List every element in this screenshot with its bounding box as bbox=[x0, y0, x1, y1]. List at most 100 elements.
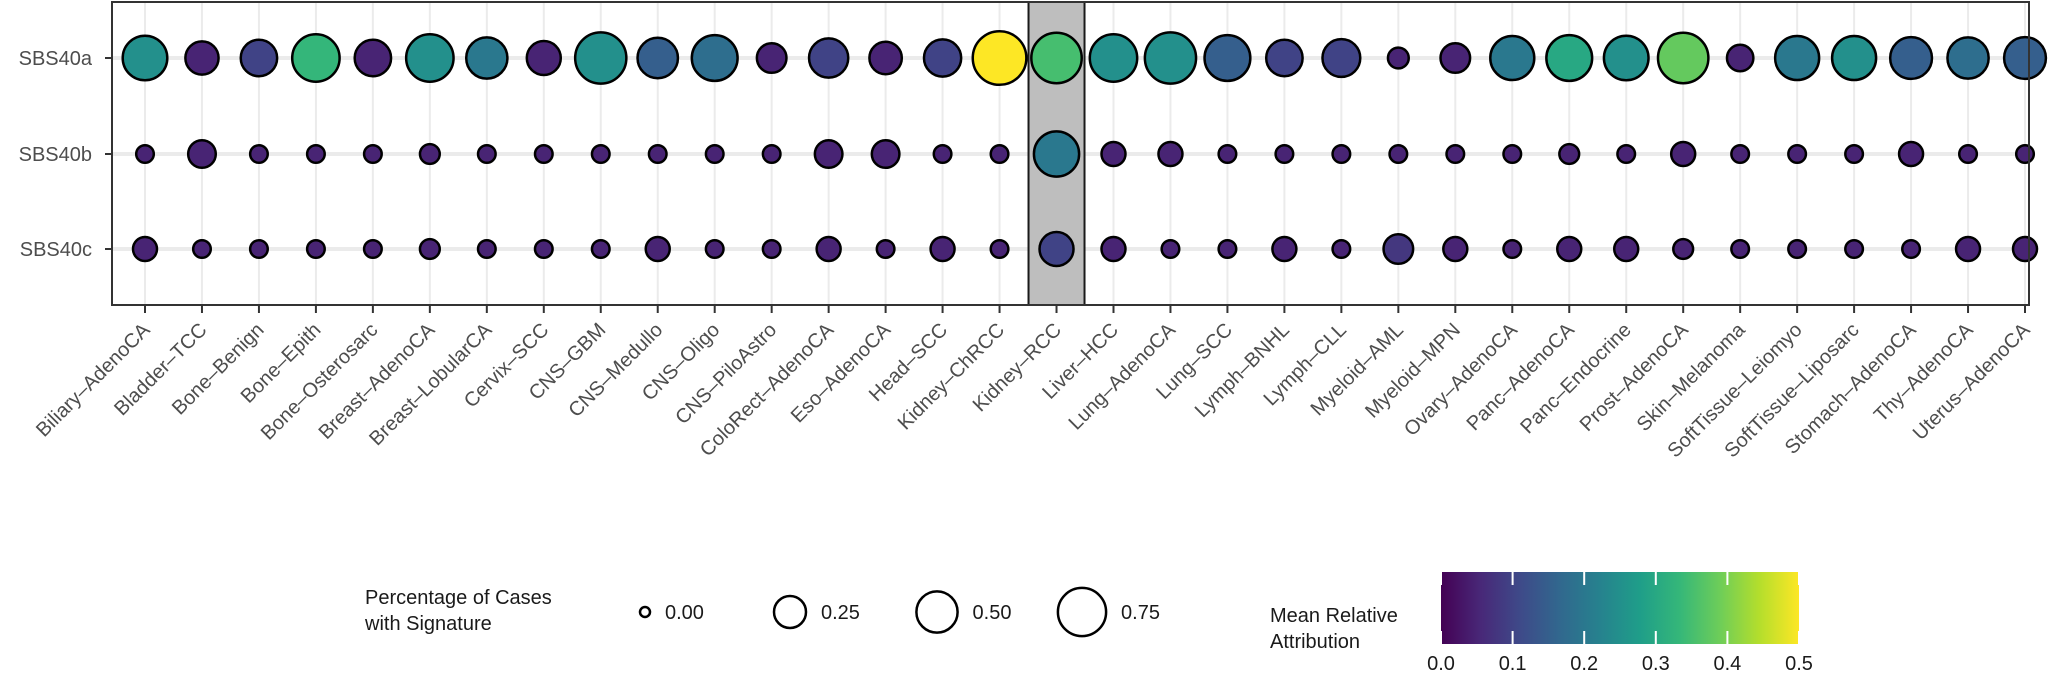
bubble-SBS40b-Lymph-BNHL bbox=[1274, 143, 1295, 165]
bubble-SBS40c-SoftTissue-Liposarc bbox=[1844, 238, 1865, 260]
bubble-SBS40b-Lymph-CLL bbox=[1331, 143, 1352, 165]
color-legend: Mean Relative Attribution 0.0 0.1 0.2 0.3 0.… bbox=[1270, 572, 1813, 675]
bubble-SBS40b-SoftTissue-Liposarc bbox=[1844, 143, 1865, 165]
bubble-SBS40a-CNS-GBM bbox=[573, 31, 628, 85]
colorbar-label: 0.5 bbox=[1785, 653, 1813, 675]
bubble-SBS40b-CNS-PiloAstro bbox=[761, 143, 782, 165]
bubble-SBS40c-Lymph-CLL bbox=[1331, 238, 1352, 260]
bubble-SBS40b-Uterus-AdenoCA bbox=[2014, 143, 2036, 165]
bubble-SBS40a-Breast-AdenoCA bbox=[404, 33, 455, 83]
bubble-SBS40a-Uterus-AdenoCA bbox=[2002, 35, 2048, 81]
color-legend-title-line2: Attribution bbox=[1270, 631, 1360, 653]
bubble-SBS40a-CNS-PiloAstro bbox=[755, 41, 788, 75]
bubble-SBS40a-Lung-AdenoCA bbox=[1143, 31, 1198, 85]
bubble-layer bbox=[121, 29, 2048, 268]
bubble-SBS40a-SoftTissue-Leiomyo bbox=[1773, 34, 1821, 82]
bubble-SBS40c-CNS-Oligo bbox=[704, 238, 725, 260]
size-legend: Percentage of Cases with Signature 0.00 0… bbox=[364, 586, 1160, 638]
bubble-SBS40c-Bladder-TCC bbox=[191, 238, 213, 260]
bubble-SBS40c-Ovary-AdenoCA bbox=[1502, 238, 1523, 260]
y-tick-label: SBS40b bbox=[19, 144, 92, 166]
bubble-SBS40c-Uterus-AdenoCA bbox=[2011, 235, 2039, 263]
bubble-SBS40c-Liver-HCC bbox=[1100, 235, 1127, 263]
bubble-SBS40a-Kidney-RCC bbox=[1030, 31, 1083, 85]
bubble-SBS40a-Liver-HCC bbox=[1088, 33, 1139, 83]
bubble-SBS40b-Ovary-AdenoCA bbox=[1502, 143, 1523, 165]
bubble-SBS40a-Prost-AdenoCA bbox=[1656, 31, 1710, 85]
size-legend-key bbox=[1056, 586, 1108, 638]
bubble-SBS40b-Breast-LobularCA bbox=[476, 143, 497, 165]
bubble-SBS40c-Skin-Melanoma bbox=[1730, 238, 1751, 260]
bubble-SBS40a-Panc-Endocrine bbox=[1602, 34, 1650, 82]
bubble-SBS40b-Thy-AdenoCA bbox=[1957, 143, 1979, 165]
bubble-SBS40b-Bone-Epith bbox=[305, 143, 326, 165]
x-axis: Biliary–AdenoCABladder–TCCBone–BenignBon… bbox=[32, 305, 2035, 462]
size-legend-key bbox=[772, 594, 808, 630]
bubble-SBS40a-Panc-AdenoCA bbox=[1545, 33, 1594, 83]
bubble-SBS40c-CNS-PiloAstro bbox=[761, 238, 782, 260]
bubble-SBS40c-Bone-Epith bbox=[305, 238, 326, 260]
bubble-SBS40a-Head-SCC bbox=[922, 38, 963, 78]
bubble-SBS40b-Eso-AdenoCA bbox=[870, 138, 901, 170]
y-tick-label: SBS40c bbox=[20, 239, 92, 261]
bubble-SBS40b-Head-SCC bbox=[932, 143, 953, 165]
bubble-SBS40c-CNS-GBM bbox=[590, 238, 611, 260]
bubble-SBS40b-Biliary-AdenoCA bbox=[134, 143, 156, 165]
bubble-SBS40b-Bone-Benign bbox=[248, 143, 269, 165]
bubble-SBS40a-Breast-LobularCA bbox=[464, 36, 509, 80]
bubble-SBS40c-Bone-Osterosarc bbox=[362, 238, 383, 260]
size-legend-label: 0.75 bbox=[1121, 602, 1160, 624]
bubble-SBS40c-Breast-AdenoCA bbox=[418, 237, 442, 261]
bubble-SBS40b-Myeloid-AML bbox=[1388, 143, 1409, 165]
bubble-SBS40a-Lymph-CLL bbox=[1321, 37, 1362, 79]
bubble-SBS40a-Biliary-AdenoCA bbox=[121, 34, 169, 82]
bubble-SBS40b-Skin-Melanoma bbox=[1730, 143, 1751, 165]
size-legend-key bbox=[915, 590, 959, 634]
color-legend-title-line1: Mean Relative bbox=[1270, 605, 1398, 627]
bubble-SBS40b-SoftTissue-Leiomyo bbox=[1787, 143, 1808, 165]
bubble-SBS40b-Lung-AdenoCA bbox=[1157, 140, 1184, 168]
bubble-SBS40a-Myeloid-AML bbox=[1386, 46, 1410, 70]
x-tick-label: CNS–PiloAstro bbox=[671, 319, 781, 429]
bubble-SBS40c-Panc-AdenoCA bbox=[1556, 235, 1583, 263]
bubble-SBS40b-Myeloid-MPN bbox=[1445, 143, 1466, 165]
bubble-SBS40b-Lung-SCC bbox=[1217, 143, 1238, 165]
bubble-SBS40c-ColoRect-AdenoCA bbox=[815, 235, 842, 263]
bubble-SBS40a-Ovary-AdenoCA bbox=[1489, 34, 1536, 82]
bubble-SBS40a-Myeloid-MPN bbox=[1439, 41, 1472, 75]
bubble-SBS40c-Biliary-AdenoCA bbox=[131, 235, 159, 263]
bubble-SBS40c-Eso-AdenoCA bbox=[875, 238, 896, 260]
x-tick-label: Thy–AdenoCA bbox=[1870, 319, 1978, 427]
bubble-SBS40c-Myeloid-AML bbox=[1382, 232, 1415, 266]
bubble-SBS40b-Prost-AdenoCA bbox=[1669, 140, 1697, 168]
bubble-SBS40a-Thy-AdenoCA bbox=[1946, 36, 1990, 80]
bubble-SBS40c-Myeloid-MPN bbox=[1442, 235, 1469, 263]
bubble-SBS40a-CNS-Medullo bbox=[636, 36, 680, 80]
colorbar-label: 0.0 bbox=[1427, 653, 1455, 675]
bubble-SBS40c-Prost-AdenoCA bbox=[1672, 237, 1695, 261]
bubble-SBS40a-Bladder-TCC bbox=[184, 40, 220, 76]
bubble-SBS40a-Lymph-BNHL bbox=[1264, 38, 1304, 78]
bubble-SBS40a-ColoRect-AdenoCA bbox=[807, 37, 850, 79]
bubble-SBS40b-Kidney-RCC bbox=[1032, 130, 1081, 178]
bubble-SBS40b-Bladder-TCC bbox=[186, 138, 218, 170]
bubble-SBS40c-Cervix-SCC bbox=[533, 238, 554, 260]
colorbar-label: 0.4 bbox=[1713, 653, 1741, 675]
bubble-SBS40b-Bone-Osterosarc bbox=[362, 143, 383, 165]
size-legend-label: 0.00 bbox=[665, 602, 704, 624]
colorbar-label: 0.2 bbox=[1570, 653, 1598, 675]
bubble-SBS40b-Stomach-AdenoCA bbox=[1897, 140, 1925, 168]
y-axis: SBS40a SBS40b SBS40c bbox=[19, 48, 112, 261]
size-legend-label: 0.25 bbox=[821, 602, 860, 624]
bubble-SBS40b-Panc-Endocrine bbox=[1616, 143, 1637, 165]
bubble-SBS40c-SoftTissue-Leiomyo bbox=[1787, 238, 1808, 260]
bubble-SBS40b-ColoRect-AdenoCA bbox=[813, 138, 844, 170]
bubble-SBS40a-Cervix-SCC bbox=[525, 39, 563, 77]
bubble-SBS40b-Liver-HCC bbox=[1100, 140, 1127, 168]
size-legend-key bbox=[638, 605, 652, 619]
bubble-SBS40a-Stomach-AdenoCA bbox=[1888, 35, 1934, 81]
bubble-SBS40c-Breast-LobularCA bbox=[476, 238, 497, 260]
bubble-SBS40b-Cervix-SCC bbox=[533, 143, 554, 165]
x-tick-label: Eso–AdenoCA bbox=[787, 319, 896, 428]
